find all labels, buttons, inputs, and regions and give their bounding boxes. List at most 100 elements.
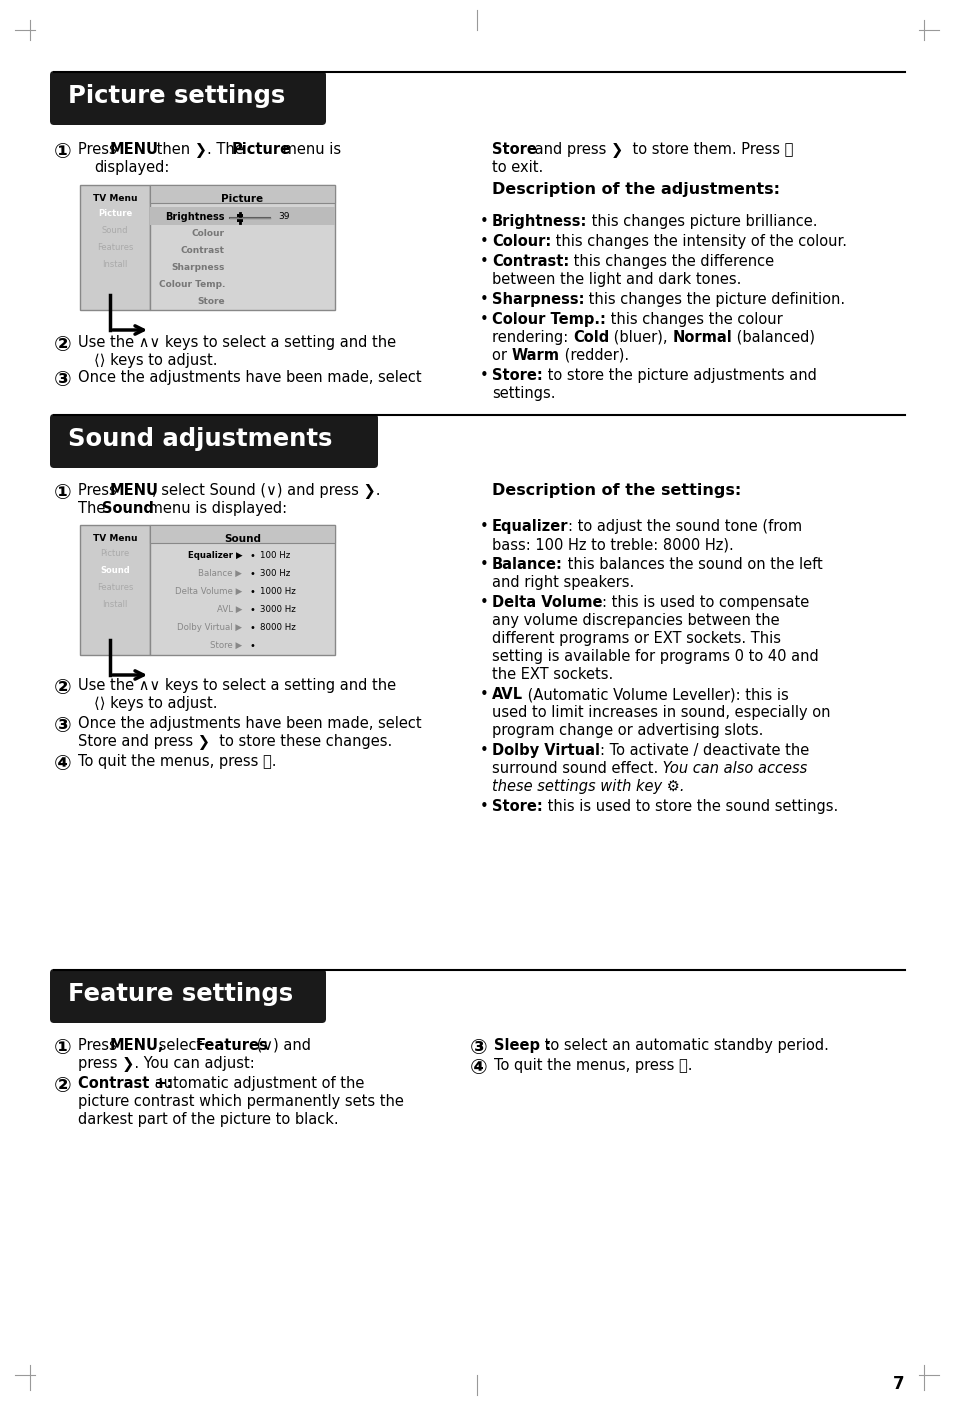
Text: ①: ① bbox=[54, 1038, 71, 1058]
Text: (balanced): (balanced) bbox=[731, 330, 814, 346]
Text: Store and press ❯  to store these changes.: Store and press ❯ to store these changes… bbox=[78, 733, 392, 750]
Text: automatic adjustment of the: automatic adjustment of the bbox=[150, 1076, 364, 1092]
Text: and right speakers.: and right speakers. bbox=[492, 575, 634, 590]
Text: Equalizer ▶: Equalizer ▶ bbox=[188, 551, 242, 561]
Text: •: • bbox=[250, 551, 255, 561]
Text: •: • bbox=[250, 622, 255, 634]
Text: Contrast +:: Contrast +: bbox=[78, 1076, 172, 1092]
Text: The: The bbox=[78, 502, 110, 516]
Text: MENU: MENU bbox=[110, 142, 159, 157]
Text: ②: ② bbox=[54, 1076, 71, 1096]
Text: •: • bbox=[479, 799, 488, 813]
Text: Picture: Picture bbox=[221, 194, 263, 204]
Text: •: • bbox=[479, 292, 488, 308]
Text: Picture settings: Picture settings bbox=[68, 84, 285, 108]
Text: Sound: Sound bbox=[102, 226, 128, 235]
Text: , select Sound (∨) and press ❯.: , select Sound (∨) and press ❯. bbox=[152, 483, 380, 499]
Text: Dolby Virtual: Dolby Virtual bbox=[492, 743, 599, 759]
Bar bbox=[236, 214, 243, 222]
Bar bbox=[150, 525, 335, 655]
Text: You can also access: You can also access bbox=[658, 762, 806, 776]
Text: •: • bbox=[479, 214, 488, 229]
Text: •: • bbox=[479, 254, 488, 268]
Text: this is used to store the sound settings.: this is used to store the sound settings… bbox=[542, 799, 837, 813]
Text: surround sound effect.: surround sound effect. bbox=[492, 762, 658, 776]
Text: ⟨⟩ keys to adjust.: ⟨⟩ keys to adjust. bbox=[94, 353, 217, 368]
Text: •: • bbox=[479, 235, 488, 249]
Text: Equalizer: Equalizer bbox=[492, 518, 568, 534]
Bar bbox=[80, 525, 150, 655]
Text: to store the picture adjustments and: to store the picture adjustments and bbox=[542, 368, 816, 384]
Text: this changes the picture definition.: this changes the picture definition. bbox=[584, 292, 844, 308]
Text: (redder).: (redder). bbox=[559, 348, 628, 362]
Text: this changes the difference: this changes the difference bbox=[569, 254, 774, 268]
Text: 8000 Hz: 8000 Hz bbox=[259, 622, 295, 632]
Text: Delta Volume ▶: Delta Volume ▶ bbox=[174, 587, 242, 596]
FancyBboxPatch shape bbox=[50, 414, 377, 468]
Text: Dolby Virtual ▶: Dolby Virtual ▶ bbox=[177, 622, 242, 632]
Text: (∨) and: (∨) and bbox=[252, 1038, 311, 1052]
Bar bbox=[80, 185, 150, 311]
Text: ④: ④ bbox=[470, 1058, 487, 1078]
FancyBboxPatch shape bbox=[50, 72, 326, 125]
Text: Feature settings: Feature settings bbox=[68, 982, 293, 1006]
Text: Colour: Colour bbox=[192, 229, 225, 237]
Text: this changes the intensity of the colour.: this changes the intensity of the colour… bbox=[551, 235, 846, 249]
Text: Normal: Normal bbox=[672, 330, 731, 346]
Text: and press ❯  to store them. Press ⓘ: and press ❯ to store them. Press ⓘ bbox=[530, 142, 793, 157]
Text: TV Menu: TV Menu bbox=[92, 194, 137, 202]
Text: Features: Features bbox=[195, 1038, 269, 1052]
Text: Cold: Cold bbox=[572, 330, 608, 346]
Text: program change or advertising slots.: program change or advertising slots. bbox=[492, 724, 762, 738]
Text: Features: Features bbox=[96, 243, 133, 251]
Bar bbox=[150, 207, 335, 225]
Text: : this is used to compensate: : this is used to compensate bbox=[602, 594, 809, 610]
Text: these settings with key ⚙.: these settings with key ⚙. bbox=[492, 778, 684, 794]
Text: rendering:: rendering: bbox=[492, 330, 572, 346]
Text: Store:: Store: bbox=[492, 799, 542, 813]
Text: ⟨⟩ keys to adjust.: ⟨⟩ keys to adjust. bbox=[94, 695, 217, 711]
Text: Delta Volume: Delta Volume bbox=[492, 594, 602, 610]
Text: Sound: Sound bbox=[100, 566, 130, 575]
Text: Press: Press bbox=[78, 483, 121, 497]
Text: Description of the settings:: Description of the settings: bbox=[492, 483, 740, 497]
Text: •: • bbox=[250, 606, 255, 615]
Text: Colour:: Colour: bbox=[492, 235, 551, 249]
Text: picture contrast which permanently sets the: picture contrast which permanently sets … bbox=[78, 1094, 403, 1109]
Text: AVL: AVL bbox=[492, 687, 522, 702]
Text: bass: 100 Hz to treble: 8000 Hz).: bass: 100 Hz to treble: 8000 Hz). bbox=[492, 537, 733, 552]
Text: Warm: Warm bbox=[511, 348, 559, 362]
Text: any volume discrepancies between the: any volume discrepancies between the bbox=[492, 613, 779, 628]
Text: ①: ① bbox=[54, 142, 71, 162]
Text: press ❯. You can adjust:: press ❯. You can adjust: bbox=[78, 1057, 254, 1072]
Text: used to limit increases in sound, especially on: used to limit increases in sound, especi… bbox=[492, 705, 830, 719]
Text: Use the ∧∨ keys to select a setting and the: Use the ∧∨ keys to select a setting and … bbox=[78, 334, 395, 350]
Text: Contrast: Contrast bbox=[181, 246, 225, 254]
Text: Press: Press bbox=[78, 142, 121, 157]
Text: 100 Hz: 100 Hz bbox=[259, 551, 290, 561]
Text: (Automatic Volume Leveller): this is: (Automatic Volume Leveller): this is bbox=[522, 687, 788, 702]
Text: Picture: Picture bbox=[98, 209, 132, 218]
Bar bbox=[150, 525, 335, 542]
Text: : To activate / deactivate the: : To activate / deactivate the bbox=[599, 743, 808, 759]
Text: TV Menu: TV Menu bbox=[92, 534, 137, 542]
Text: •: • bbox=[479, 518, 488, 534]
Text: To quit the menus, press ⓘ.: To quit the menus, press ⓘ. bbox=[494, 1058, 692, 1073]
Text: Use the ∧∨ keys to select a setting and the: Use the ∧∨ keys to select a setting and … bbox=[78, 679, 395, 693]
Text: Sound: Sound bbox=[224, 534, 261, 544]
Text: Once the adjustments have been made, select: Once the adjustments have been made, sel… bbox=[78, 370, 421, 385]
Text: the EXT sockets.: the EXT sockets. bbox=[492, 667, 613, 681]
Text: : to adjust the sound tone (from: : to adjust the sound tone (from bbox=[568, 518, 801, 534]
Bar bbox=[150, 185, 335, 311]
Text: •: • bbox=[479, 594, 488, 610]
Bar bbox=[150, 185, 335, 202]
Text: 300 Hz: 300 Hz bbox=[259, 569, 290, 577]
Text: menu is displayed:: menu is displayed: bbox=[144, 502, 287, 516]
Text: Store ▶: Store ▶ bbox=[210, 641, 242, 651]
Text: MENU: MENU bbox=[110, 483, 159, 497]
Text: Once the adjustments have been made, select: Once the adjustments have been made, sel… bbox=[78, 717, 421, 731]
Text: or: or bbox=[492, 348, 511, 362]
Text: •: • bbox=[479, 556, 488, 572]
Text: To quit the menus, press ⓘ.: To quit the menus, press ⓘ. bbox=[78, 754, 276, 769]
Text: 1000 Hz: 1000 Hz bbox=[259, 587, 295, 596]
